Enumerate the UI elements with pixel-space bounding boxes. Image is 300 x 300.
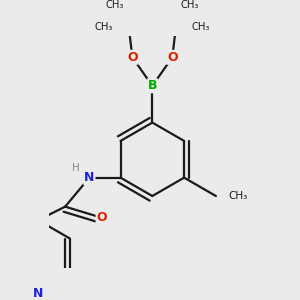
Text: O: O [97,211,107,224]
Text: CH₃: CH₃ [181,0,199,10]
Text: O: O [127,51,138,64]
Text: CH₃: CH₃ [94,22,113,32]
Text: H: H [72,163,80,173]
Text: B: B [148,80,157,92]
Text: CH₃: CH₃ [106,0,124,10]
Text: CH₃: CH₃ [229,191,248,201]
Text: O: O [167,51,178,64]
Text: CH₃: CH₃ [192,22,210,32]
Text: N: N [84,171,94,184]
Text: N: N [33,287,43,300]
